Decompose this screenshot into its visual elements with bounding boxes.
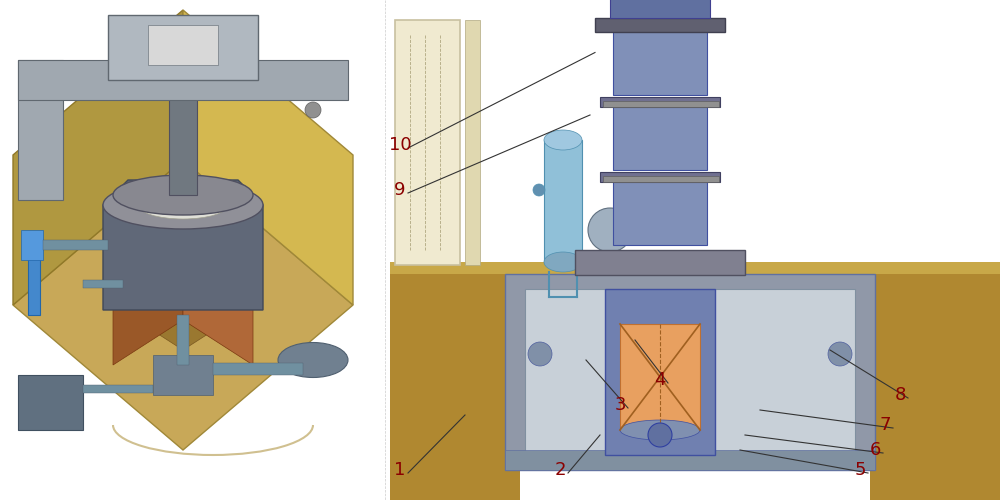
Circle shape xyxy=(305,102,321,118)
Bar xyxy=(610,0,710,18)
Circle shape xyxy=(528,342,552,366)
Bar xyxy=(603,176,719,182)
Polygon shape xyxy=(113,260,253,350)
Text: 9: 9 xyxy=(394,181,406,199)
Bar xyxy=(395,20,460,265)
Polygon shape xyxy=(113,260,183,365)
Bar xyxy=(600,172,720,182)
Ellipse shape xyxy=(544,252,582,272)
Bar xyxy=(575,250,745,275)
Bar xyxy=(544,140,582,262)
Text: 4: 4 xyxy=(654,371,666,389)
Bar xyxy=(390,270,520,500)
Polygon shape xyxy=(13,160,353,450)
Ellipse shape xyxy=(620,420,700,440)
Circle shape xyxy=(828,342,852,366)
Bar xyxy=(525,289,855,455)
Bar xyxy=(505,274,875,470)
Bar xyxy=(613,30,707,95)
Bar xyxy=(605,289,715,455)
Text: 8: 8 xyxy=(894,386,906,404)
Bar xyxy=(83,280,123,288)
Ellipse shape xyxy=(113,175,253,215)
Bar xyxy=(213,363,303,375)
Polygon shape xyxy=(103,180,263,310)
Bar xyxy=(148,25,218,65)
Bar xyxy=(603,101,719,107)
Bar xyxy=(108,15,258,80)
Bar xyxy=(28,235,40,315)
Polygon shape xyxy=(13,10,183,305)
Polygon shape xyxy=(183,10,353,305)
Bar xyxy=(870,270,1000,500)
Circle shape xyxy=(533,184,545,196)
Bar xyxy=(169,75,197,195)
Bar xyxy=(613,180,707,245)
Bar xyxy=(21,230,43,260)
Bar xyxy=(177,315,189,365)
Text: 3: 3 xyxy=(614,396,626,414)
Bar xyxy=(18,60,63,200)
Ellipse shape xyxy=(138,191,228,219)
Text: 2: 2 xyxy=(554,461,566,479)
Ellipse shape xyxy=(544,130,582,150)
Bar xyxy=(43,240,108,250)
Bar xyxy=(18,375,83,430)
Bar xyxy=(505,450,875,470)
Bar xyxy=(390,262,1000,274)
Ellipse shape xyxy=(103,181,263,229)
Text: 10: 10 xyxy=(389,136,411,154)
Text: 6: 6 xyxy=(869,441,881,459)
Bar xyxy=(153,355,213,395)
Ellipse shape xyxy=(278,342,348,378)
Circle shape xyxy=(648,423,672,447)
Bar xyxy=(620,324,700,430)
Bar xyxy=(595,18,725,32)
Text: 5: 5 xyxy=(854,461,866,479)
Bar xyxy=(600,97,720,107)
Polygon shape xyxy=(183,260,253,365)
Circle shape xyxy=(588,208,632,252)
Bar xyxy=(465,20,480,265)
Bar xyxy=(620,185,658,233)
Bar xyxy=(18,60,348,100)
Bar xyxy=(613,105,707,170)
Text: 1: 1 xyxy=(394,461,406,479)
Text: 7: 7 xyxy=(879,416,891,434)
Bar xyxy=(83,385,153,393)
